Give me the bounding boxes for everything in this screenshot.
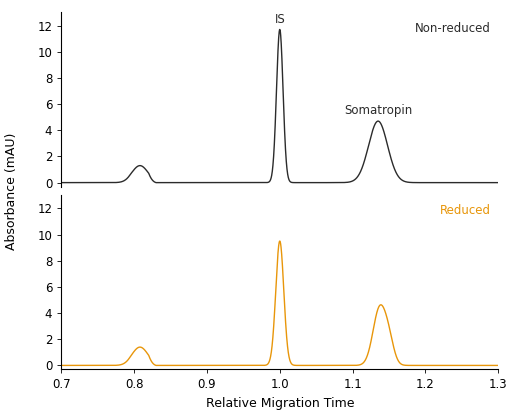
Text: Non-reduced: Non-reduced bbox=[415, 22, 491, 34]
X-axis label: Relative Migration Time: Relative Migration Time bbox=[205, 397, 354, 410]
Text: IS: IS bbox=[274, 12, 285, 26]
Text: Absorbance (mAU): Absorbance (mAU) bbox=[5, 132, 18, 249]
Text: Somatropin: Somatropin bbox=[344, 103, 412, 117]
Text: Reduced: Reduced bbox=[440, 205, 491, 217]
